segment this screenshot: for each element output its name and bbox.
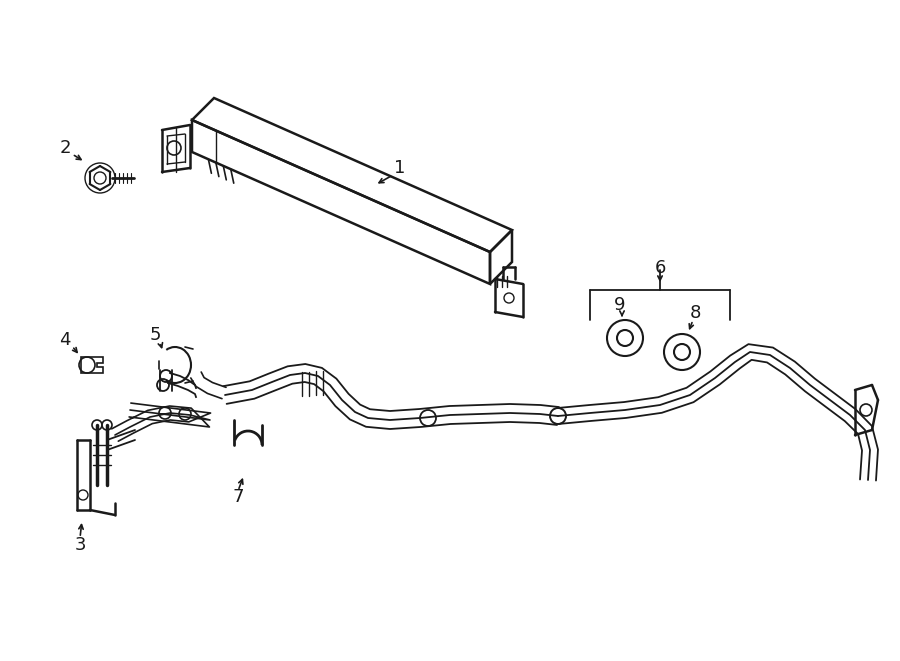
Text: 7: 7 <box>232 488 244 506</box>
Text: 1: 1 <box>394 159 406 177</box>
Text: 6: 6 <box>654 259 666 277</box>
Text: 2: 2 <box>59 139 71 157</box>
Text: 5: 5 <box>149 326 161 344</box>
Text: 8: 8 <box>689 304 701 322</box>
Text: 3: 3 <box>74 536 86 554</box>
Text: 4: 4 <box>59 331 71 349</box>
Text: 9: 9 <box>614 296 626 314</box>
